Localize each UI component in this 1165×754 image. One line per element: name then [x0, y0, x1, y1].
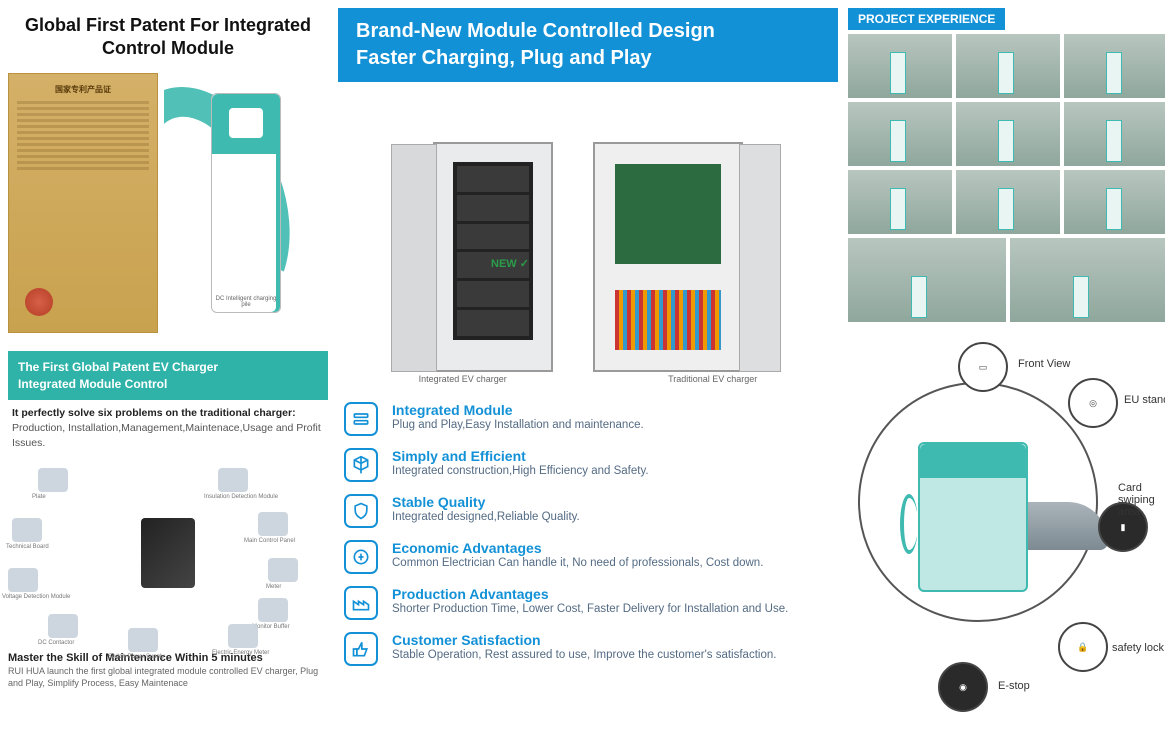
shield-icon	[344, 494, 378, 528]
teal-banner: The First Global Patent EV Charger Integ…	[8, 351, 328, 401]
project-thumb	[848, 102, 952, 166]
feature-desc: Stable Operation, Rest assured to use, I…	[392, 648, 776, 663]
feature-list: Integrated ModulePlug and Play,Easy Inst…	[338, 402, 838, 666]
project-thumb	[1064, 34, 1165, 98]
feature-item: Production AdvantagesShorter Production …	[344, 586, 838, 620]
feature-title: Integrated Module	[392, 402, 644, 418]
feature-desc: Shorter Production Time, Lower Cost, Fas…	[392, 602, 788, 617]
feature-item: Customer SatisfactionStable Operation, R…	[344, 632, 838, 666]
traditional-cabinet	[593, 142, 743, 372]
feature-desc: Integrated construction,High Efficiency …	[392, 464, 649, 479]
project-gallery	[848, 34, 1165, 234]
callout-safety-icon: 🔒	[1058, 622, 1108, 672]
thumb-icon	[344, 632, 378, 666]
feature-item: Simply and EfficientIntegrated construct…	[344, 448, 838, 482]
master-title: Master the Skill of Maintenance Within 5…	[8, 652, 328, 664]
feature-item: Integrated ModulePlug and Play,Easy Inst…	[344, 402, 838, 436]
left-column: Global First Patent For Integrated Contr…	[8, 8, 328, 732]
hero-banner: Brand-New Module Controlled Design Faste…	[338, 8, 838, 82]
feature-item: Stable QualityIntegrated designed,Reliab…	[344, 494, 838, 528]
cabinet-comparison: NEW ✓ ✕OLD	[338, 92, 838, 372]
callout-eu-icon: ◎	[1068, 378, 1118, 428]
project-thumb	[1064, 102, 1165, 166]
coin-icon	[344, 540, 378, 574]
project-thumb	[848, 238, 1006, 322]
callout-estop-icon: ◉	[938, 662, 988, 712]
product-callouts: ▭ Front View ◎ EU standard ▮ Card swipin…	[848, 342, 1165, 732]
feature-title: Simply and Efficient	[392, 448, 649, 464]
cabinet-labels: Integrated EV charger Traditional EV cha…	[338, 374, 838, 384]
feature-title: Production Advantages	[392, 586, 788, 602]
patent-certificate: 国家专利产品证	[8, 73, 158, 333]
feature-desc: Plug and Play,Easy Installation and main…	[392, 418, 644, 433]
right-column: PROJECT EXPERIENCE ▭ Front View ◎ EU sta…	[848, 8, 1165, 732]
project-thumb	[956, 34, 1060, 98]
isometric-diagram: Plate Insulation Detection Module Techni…	[8, 458, 328, 648]
project-thumb	[1010, 238, 1165, 322]
feature-desc: Common Electrician Can handle it, No nee…	[392, 556, 763, 571]
feature-title: Economic Advantages	[392, 540, 763, 556]
cube-icon	[344, 448, 378, 482]
project-thumb	[848, 170, 952, 234]
project-thumb	[956, 102, 1060, 166]
callout-front-icon: ▭	[958, 342, 1008, 392]
problems-text: It perfectly solve six problems on the t…	[8, 400, 328, 452]
charger-illustration: DC Intelligent charging pile	[164, 73, 328, 333]
project-experience-banner: PROJECT EXPERIENCE	[848, 8, 1005, 30]
feature-title: Stable Quality	[392, 494, 580, 510]
project-thumb	[848, 34, 952, 98]
patent-row: 国家专利产品证 DC Intelligent charging pile	[8, 73, 328, 333]
feature-desc: Integrated designed,Reliable Quality.	[392, 510, 580, 525]
left-title: Global First Patent For Integrated Contr…	[8, 8, 328, 73]
feature-title: Customer Satisfaction	[392, 632, 776, 648]
project-thumb	[1064, 170, 1165, 234]
charger-front-illustration	[918, 442, 1028, 592]
center-column: Brand-New Module Controlled Design Faste…	[338, 8, 838, 732]
factory-icon	[344, 586, 378, 620]
central-module-icon	[141, 518, 195, 588]
master-body: RUI HUA launch the first global integrat…	[8, 666, 328, 689]
seal-icon	[25, 288, 53, 316]
module-icon	[344, 402, 378, 436]
feature-item: Economic AdvantagesCommon Electrician Ca…	[344, 540, 838, 574]
project-thumb	[956, 170, 1060, 234]
